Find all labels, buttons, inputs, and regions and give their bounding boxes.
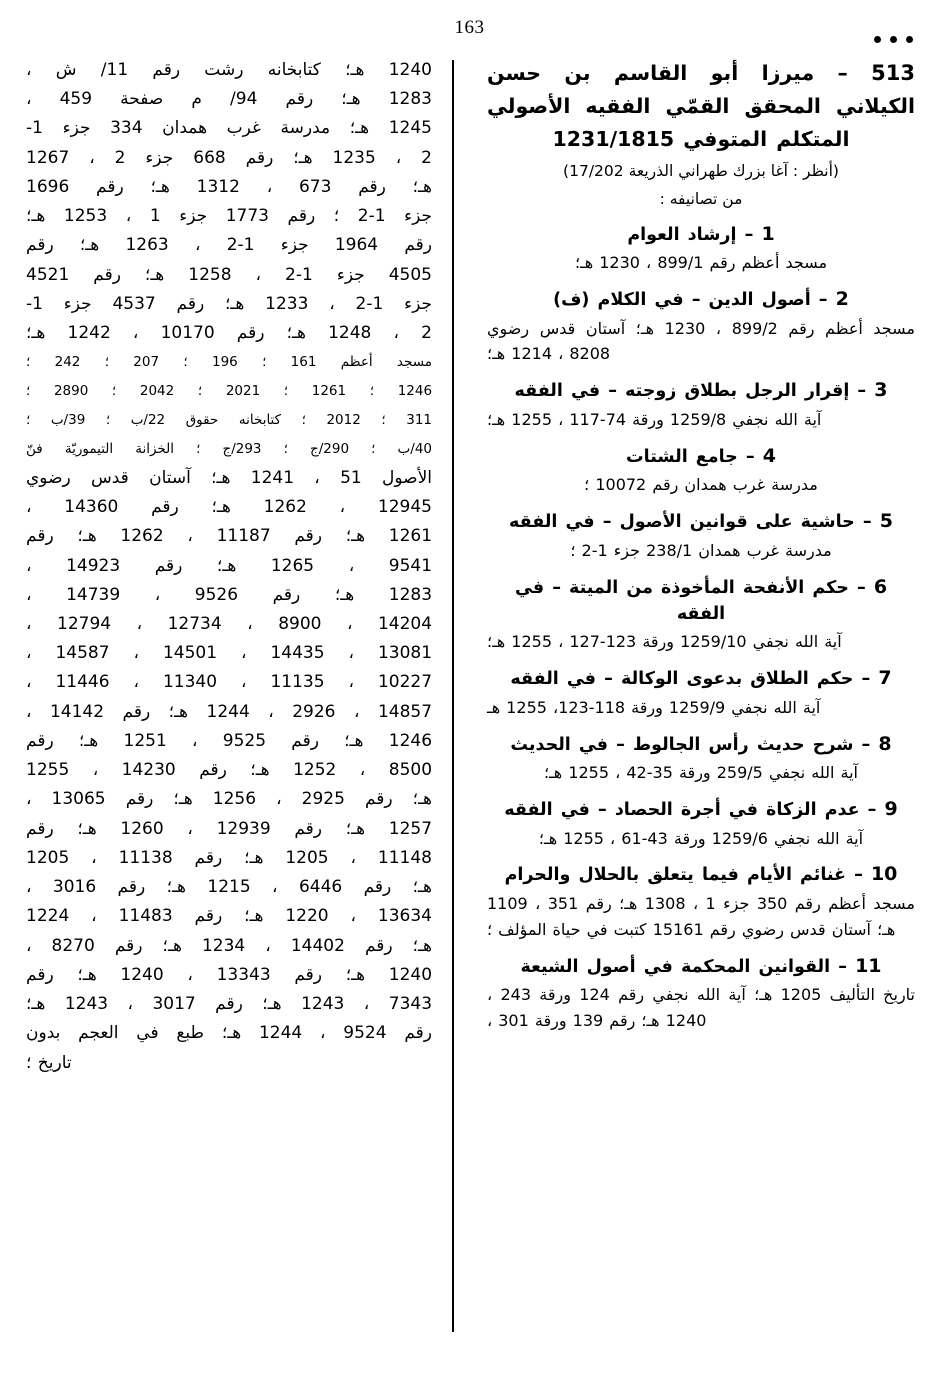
work-references: مسجد أعظم رقم 350 جزء 1 ، 1308 هـ؛ رقم 3…	[487, 893, 915, 939]
entry-heading: 513 – ميرزا أبو القاسم بن حسن الكيلاني ا…	[487, 56, 915, 157]
reference-line: 12945 ، 1262 هـ؛ رقم 14360 ،	[26, 497, 432, 518]
work-title-text: – حكم الأنفحة المأخوذة من الميتة – في ال…	[514, 577, 874, 625]
reference-line: هـ؛ رقم 2925 ، 1256 هـ؛ رقم 13065 ،	[26, 789, 433, 810]
work-number: 11	[855, 954, 882, 977]
reference-line: تاريخ ؛	[26, 1052, 72, 1073]
work-number: 2	[835, 288, 849, 311]
work-title: 1 – إرشاد العوام	[487, 220, 915, 249]
reference-line: 1283 هـ؛ رقم 94/ م صفحة 459 ،	[26, 89, 432, 110]
work-references: تاريخ التأليف 1205 هـ؛ آية الله نجفي رقم…	[487, 985, 916, 1031]
reference-line: 14857 ، 2926 ، 1244 هـ؛ رقم 14142 ،	[26, 701, 433, 722]
work-title-text: – غنائم الأيام فيما يتعلق بالحلال والحرا…	[504, 865, 871, 886]
work-references: آية الله نجفي 1259/6 ورقة 43-61 ، 1255 ه…	[538, 828, 864, 848]
reference-line: 1283 هـ؛ رقم 9526 ، 14739 ،	[26, 584, 433, 605]
reference-line: جزء 1-2 ، 1233 هـ؛ رقم 4537 جزء 1-	[26, 293, 432, 314]
reference-line: 14204 ، 8900 ، 12734 ، 12794 ،	[26, 614, 433, 635]
work-number: 6	[873, 575, 888, 598]
work-references: آية الله نجفي 1259/10 ورقة 123-127 ، 125…	[487, 632, 842, 652]
work-title: 2 – أصول الدين – في الكلام (ف)	[487, 285, 915, 314]
work-references: آية الله نجفي 259/5 ورقة 35-42 ، 1255 هـ…	[544, 763, 858, 783]
reference-line: هـ؛ رقم 14402 ، 1234 هـ؛ رقم 8270 ،	[26, 935, 433, 956]
reference-line: 9541 ، 1265 هـ؛ رقم 14923 ،	[26, 555, 433, 576]
reference-line: رقم 1964 جزء 1-2 ، 1263 هـ؛ رقم	[26, 235, 432, 256]
reference-line: 13634 ، 1220 هـ؛ رقم 11483 ، 1224	[26, 906, 433, 927]
dot-icon	[890, 36, 897, 43]
works-list: 1 – إرشاد العوام مسجد أعظم رقم 899/1 ، 12…	[487, 220, 915, 1034]
work-references: مدرسة غرب همدان 238/1 جزء 1-2 ؛	[570, 540, 832, 560]
reference-line: 7343 ، 1243 هـ؛ رقم 3017 ، 1243 هـ؛	[26, 994, 433, 1015]
work-title: 11 – القوانين المحكمة في أصول الشيعة	[487, 952, 915, 981]
work-references: مدرسة غرب همدان رقم 10072 ؛	[584, 475, 818, 495]
reference-line: 1240 هـ؛ كتابخانه رشت رقم 11/ ش ،	[26, 60, 432, 80]
work-title-text: – شرح حديث رأس الجالوط – في الحديث	[510, 734, 879, 755]
work-title-text: – إرشاد العوام	[627, 224, 762, 245]
two-column-body: 513 – ميرزا أبو القاسم بن حسن الكيلاني ا…	[26, 56, 915, 1346]
work-number: 10	[870, 863, 898, 886]
reference-line: هـ؛ رقم 6446 ، 1215 هـ؛ رقم 3016 ،	[26, 877, 433, 898]
work-title: 5 – حاشية على قوانين الأصول – في الفقه	[487, 507, 915, 536]
reference-line: 2 ، 1235 هـ؛ رقم 668 جزء 2 ، 1267	[26, 147, 432, 168]
reference-line: 1245 هـ؛ مدرسة غرب همدان 334 جزء 1-	[26, 118, 432, 139]
reference-line: 1261 هـ؛ رقم 11187 ، 1262 هـ؛ رقم	[26, 526, 433, 547]
reference-line: 1246 هـ؛ رقم 9525 ، 1251 هـ؛ رقم	[26, 730, 433, 751]
work-number: 8	[878, 732, 892, 755]
reference-line: 4505 جزء 1-2 ، 1258 هـ؛ رقم 4521	[26, 264, 432, 285]
work-title-text: – القوانين المحكمة في أصول الشيعة	[520, 956, 856, 977]
page-number: 163	[454, 17, 485, 38]
entry-heading-text: – ميرزا أبو القاسم بن حسن الكيلاني المحق…	[487, 61, 915, 152]
work-references: آية الله نجفي 1259/8 ورقة 74-117 ، 1255 …	[487, 409, 822, 429]
reference-line: مسجد أعظم 161 ؛ 196 ؛ 207 ؛ 242 ؛	[26, 354, 433, 371]
reference-line: 311 ؛ 2012 ؛ كتابخانه حقوق 22/ب ؛ 39/ب ؛	[26, 412, 433, 429]
work-title-text: – إقرار الرجل بطلاق زوجته – في الفقه	[514, 381, 875, 402]
right-column: 513 – ميرزا أبو القاسم بن حسن الكيلاني ا…	[487, 56, 915, 1037]
work-references: مسجد أعظم رقم 899/2 ، 1230 هـ؛ آستان قدس…	[487, 318, 915, 364]
work-number: 7	[878, 667, 892, 690]
work-title: 8 – شرح حديث رأس الجالوط – في الحديث	[487, 730, 915, 759]
work-number: 5	[879, 510, 893, 533]
reference-line: رقم 9524 ، 1244 هـ؛ طبع في العجم بدون	[26, 1023, 432, 1044]
three-dots-ornament-icon	[874, 36, 913, 43]
work-references: مسجد أعظم رقم 899/1 ، 1230 هـ؛	[574, 253, 828, 273]
work-title: 10 – غنائم الأيام فيما يتعلق بالحلال وال…	[487, 860, 915, 889]
reference-line: 11148 ، 1205 هـ؛ رقم 11138 ، 1205	[26, 847, 433, 868]
reference-line: 8500 ، 1252 هـ؛ رقم 14230 ، 1255	[26, 760, 433, 781]
entry-number: 513	[871, 61, 915, 85]
work-title-text: – حكم الطلاق بدعوى الوكالة – في الفقه	[510, 669, 879, 690]
reference-line: الأصول 51 ، 1241 هـ؛ آستان قدس رضوي	[26, 467, 432, 488]
work-number: 3	[874, 379, 888, 402]
dot-icon	[906, 36, 913, 43]
work-number: 9	[884, 798, 898, 821]
work-title-text: – أصول الدين – في الكلام (ف)	[553, 290, 836, 311]
column-divider	[452, 60, 454, 1332]
reference-line: 2 ، 1248 هـ؛ رقم 10170 ، 1242 هـ؛	[26, 323, 432, 344]
work-title: 6 – حكم الأنفحة المأخوذة من الميتة – في …	[487, 573, 915, 628]
reference-line: 1257 هـ؛ رقم 12939 ، 1260 هـ؛ رقم	[26, 818, 433, 839]
work-title: 3 – إقرار الرجل بطلاق زوجته – في الفقه	[487, 376, 915, 405]
work-number: 1	[761, 222, 775, 245]
work-title: 7 – حكم الطلاق بدعوى الوكالة – في الفقه	[487, 664, 915, 693]
left-column: 1240 هـ؛ كتابخانه رشت رقم 11/ ش ، 1283 هـ…	[26, 56, 432, 1078]
work-title-text: – حاشية على قوانين الأصول – في الفقه	[509, 512, 880, 533]
work-title-text: – عدم الزكاة في أجرة الحصاد – في الفقه	[504, 800, 885, 821]
work-references: آية الله نجفي 1259/9 ورقة 118-123، 1255 …	[487, 697, 821, 717]
work-title: 9 – عدم الزكاة في أجرة الحصاد – في الفقه	[487, 795, 915, 824]
dot-icon	[874, 36, 881, 43]
reference-line: هـ؛ رقم 673 ، 1312 هـ؛ رقم 1696	[26, 176, 432, 197]
entry-source-note: (أنظر : آغا بزرك طهراني الذريعة 17/202)	[563, 161, 839, 180]
reference-line: 1246 ؛ 1261 ؛ 2021 ؛ 2042 ؛ 2890 ؛	[26, 383, 433, 400]
work-title: 4 – جامع الشتات	[487, 442, 915, 471]
reference-line: 13081 ، 14435 ، 14501 ، 14587 ،	[26, 643, 433, 664]
reference-line: 40/ب ؛ 290/ج ؛ 293/ج ؛ الخزانة التيموريّ…	[26, 440, 432, 457]
reference-line: 10227 ، 11135 ، 11340 ، 11446 ،	[26, 672, 433, 693]
work-title-text: – جامع الشتات	[626, 446, 763, 467]
works-intro: من تصانيفه :	[659, 189, 743, 208]
reference-line: 1240 هـ؛ رقم 13343 ، 1240 هـ؛ رقم	[26, 964, 433, 985]
reference-line: جزء 1-2 ؛ رقم 1773 جزء 1 ، 1253 هـ؛	[26, 206, 432, 227]
work-number: 4	[762, 444, 776, 467]
